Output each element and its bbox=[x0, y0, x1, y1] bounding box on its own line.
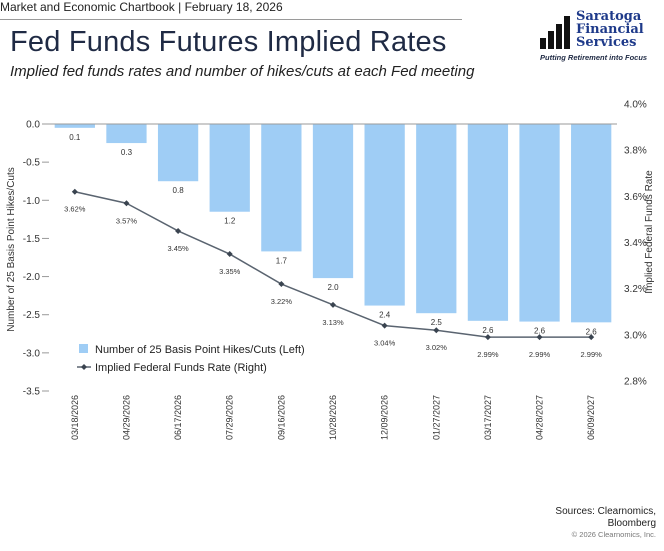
rate-data-label: 3.57% bbox=[116, 216, 138, 225]
bar-data-label: 1.7 bbox=[276, 256, 288, 265]
chartbook-header: Market and Economic Chartbook | February… bbox=[0, 0, 283, 14]
category-label: 04/28/2027 bbox=[535, 395, 545, 440]
header-separator: | bbox=[178, 0, 182, 14]
bar bbox=[157, 124, 199, 182]
rate-data-label: 2.99% bbox=[581, 350, 603, 359]
right-axis-tick-label: 3.6% bbox=[624, 192, 647, 203]
sources-line-2: Bloomberg bbox=[607, 518, 656, 529]
bar-data-label: 2.4 bbox=[379, 311, 391, 320]
rate-point bbox=[71, 188, 78, 195]
bar-data-label: 2.6 bbox=[586, 327, 598, 336]
category-label: 01/27/2027 bbox=[431, 395, 441, 440]
header-rule bbox=[0, 19, 462, 20]
rate-data-label: 3.22% bbox=[271, 297, 293, 306]
rate-data-label: 2.99% bbox=[477, 350, 499, 359]
rate-data-label: 3.62% bbox=[64, 205, 86, 214]
bar-data-label: 2.6 bbox=[534, 327, 546, 336]
category-label: 12/09/2026 bbox=[380, 395, 390, 440]
rate-data-label: 3.45% bbox=[167, 244, 189, 253]
bar-data-label: 0.1 bbox=[69, 133, 81, 142]
category-label: 06/17/2026 bbox=[173, 395, 183, 440]
left-axis-tick-label: -0.5 bbox=[23, 158, 41, 169]
bar bbox=[209, 124, 250, 212]
copyright: © 2026 Clearnomics, Inc. bbox=[571, 530, 656, 539]
rate-point bbox=[123, 200, 130, 207]
rate-point bbox=[381, 322, 388, 329]
bar-data-label: 2.5 bbox=[431, 318, 443, 327]
right-axis-tick-label: 4.0% bbox=[624, 100, 647, 111]
bar bbox=[106, 124, 147, 144]
chartbook-name: Market and Economic Chartbook bbox=[0, 0, 175, 14]
bar bbox=[364, 124, 405, 306]
left-axis-tick-label: -2.5 bbox=[23, 310, 41, 321]
bar bbox=[261, 124, 302, 252]
right-axis-tick-label: 3.8% bbox=[624, 146, 647, 157]
right-axis-tick-label: 3.2% bbox=[624, 284, 647, 295]
category-label: 09/16/2026 bbox=[276, 395, 286, 440]
rate-point bbox=[433, 327, 440, 334]
left-axis-tick-label: -2.0 bbox=[23, 272, 41, 283]
bar bbox=[54, 124, 95, 128]
rate-data-label: 3.02% bbox=[426, 343, 448, 352]
rate-data-label: 3.35% bbox=[219, 267, 241, 276]
logo-bars-icon bbox=[540, 16, 570, 49]
logo-line-3: Services bbox=[576, 35, 637, 50]
bar bbox=[571, 124, 612, 323]
left-axis-tick-label: -3.5 bbox=[23, 387, 41, 398]
sources-note: Sources: Clearnomics, Bloomberg bbox=[555, 506, 656, 530]
legend-bar-swatch bbox=[79, 344, 88, 353]
left-axis-tick-label: -1.5 bbox=[23, 234, 41, 245]
category-label: 10/28/2026 bbox=[328, 395, 338, 440]
rate-point bbox=[175, 227, 182, 234]
bar-data-label: 2.6 bbox=[482, 326, 494, 335]
left-axis-tick-label: -1.0 bbox=[23, 196, 41, 207]
bar-data-label: 2.0 bbox=[327, 283, 339, 292]
legend-line-marker bbox=[81, 364, 87, 370]
bar-data-label: 1.2 bbox=[224, 217, 236, 226]
company-logo: Saratoga Financial Services Putting Reti… bbox=[540, 10, 658, 65]
legend-line-label: Implied Federal Funds Rate (Right) bbox=[95, 362, 267, 374]
rate-point bbox=[536, 334, 543, 341]
category-label: 03/17/2027 bbox=[483, 395, 493, 440]
logo-name: Saratoga Financial Services bbox=[576, 10, 644, 49]
right-axis-tick-label: 3.4% bbox=[624, 238, 647, 249]
rate-data-label: 2.99% bbox=[529, 350, 551, 359]
rate-data-label: 3.13% bbox=[322, 318, 344, 327]
rate-point bbox=[278, 281, 285, 288]
logo-line-2: Financial bbox=[576, 22, 644, 37]
category-label: 06/09/2027 bbox=[586, 395, 596, 440]
rate-point bbox=[226, 251, 233, 258]
right-axis-title: Implied Federal Funds Rate bbox=[644, 170, 655, 294]
category-label: 04/29/2026 bbox=[121, 395, 131, 440]
left-axis-tick-label: 0.0 bbox=[26, 120, 40, 131]
chart-title: Fed Funds Futures Implied Rates bbox=[10, 26, 447, 58]
right-axis-tick-label: 2.8% bbox=[624, 377, 647, 388]
category-label: 07/29/2026 bbox=[225, 395, 235, 440]
rate-data-label: 3.04% bbox=[374, 339, 396, 348]
rate-point bbox=[588, 334, 595, 341]
legend-bar-label: Number of 25 Basis Point Hikes/Cuts (Lef… bbox=[95, 344, 305, 356]
right-axis-tick-label: 3.0% bbox=[624, 330, 647, 341]
bar bbox=[416, 124, 457, 314]
chartbook-date: February 18, 2026 bbox=[184, 0, 283, 14]
bar-data-label: 0.8 bbox=[173, 186, 185, 195]
category-label: 03/18/2026 bbox=[70, 395, 80, 440]
bar-data-label: 0.3 bbox=[121, 148, 133, 157]
bar bbox=[467, 124, 509, 321]
rate-point bbox=[330, 301, 336, 308]
chart-subtitle: Implied fed funds rates and number of hi… bbox=[10, 63, 475, 80]
logo-tagline: Putting Retirement into Focus bbox=[540, 53, 648, 62]
bar bbox=[312, 124, 354, 279]
left-axis-tick-label: -3.0 bbox=[23, 348, 41, 359]
rate-point bbox=[484, 334, 491, 341]
left-axis-title: Number of 25 Basis Point Hikes/Cuts bbox=[6, 167, 17, 332]
logo-line-1: Saratoga bbox=[576, 9, 642, 24]
bar bbox=[519, 124, 560, 322]
sources-line-1: Sources: Clearnomics, bbox=[555, 506, 656, 517]
